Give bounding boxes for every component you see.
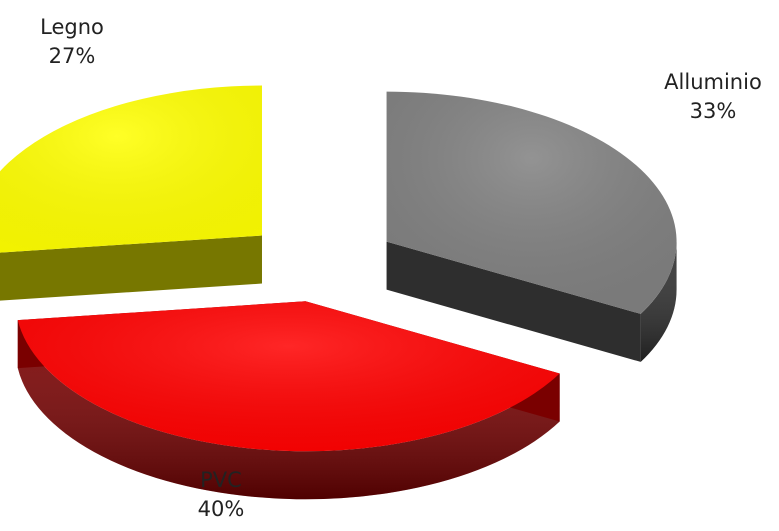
slice-value-legno: 27% <box>48 44 96 68</box>
slice-value-pvc: 40% <box>197 497 245 521</box>
slice-pvc <box>17 301 560 500</box>
slice-side-shade-alluminio <box>640 241 677 362</box>
slice-edge-alluminio-1 <box>386 241 641 362</box>
slice-alluminio <box>386 91 677 362</box>
slice-label-alluminio: Alluminio 33% <box>653 68 773 126</box>
slice-label-legno: Legno 27% <box>12 13 132 71</box>
slice-top-shine-alluminio <box>386 91 677 314</box>
slice-name-legno: Legno <box>40 15 104 39</box>
pie-slices <box>0 85 677 500</box>
slice-top-shine-legno <box>0 85 262 253</box>
slice-legno <box>0 85 262 301</box>
slice-value-alluminio: 33% <box>689 99 737 123</box>
slice-top-shine-pvc <box>17 301 560 452</box>
slice-side-shade-pvc <box>17 320 560 500</box>
slice-name-alluminio: Alluminio <box>664 70 762 94</box>
slice-label-pvc: PVC 40% <box>161 466 281 524</box>
slice-edge-legno-0 <box>0 235 262 301</box>
slice-name-pvc: PVC <box>200 468 242 492</box>
